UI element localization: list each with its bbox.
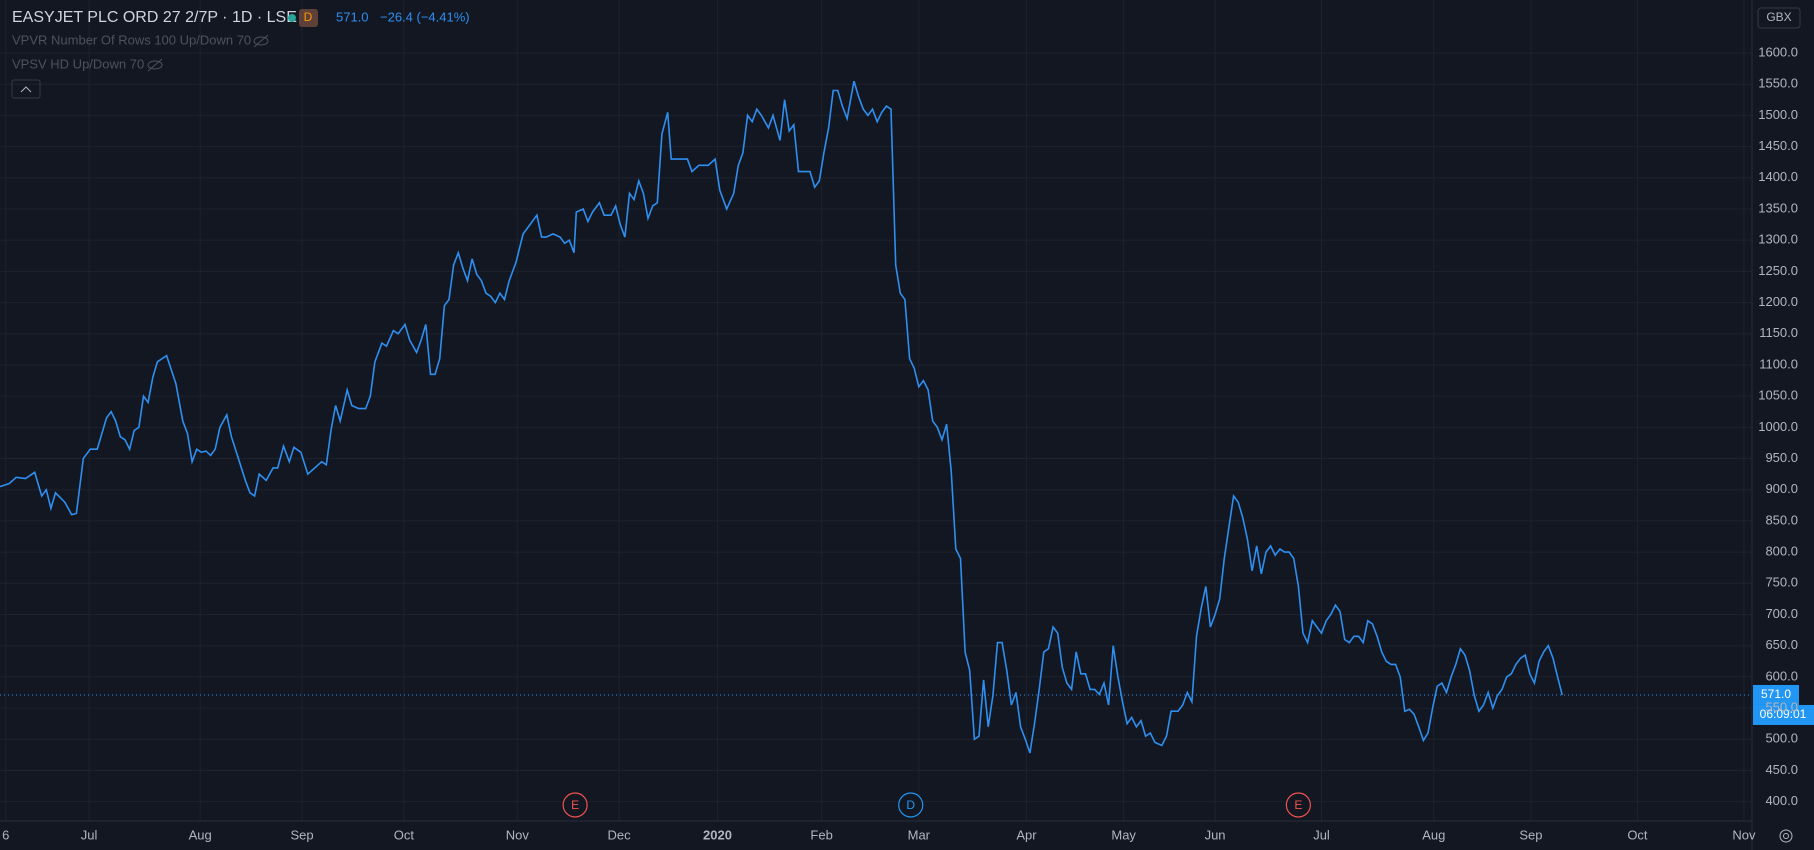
event-marker[interactable] [898,792,924,818]
y-tick-label: 1150.0 [1759,325,1798,340]
price-tags: 571.0 06:09:01 [1753,684,1814,725]
y-tick-label: 550.0 [1765,700,1798,715]
price-change: −26.4 (−4.41%) [380,9,470,24]
countdown-label: 06:09:01 [1760,707,1807,721]
symbol-title: EASYJET PLC ORD 27 2/7P · 1D · LSE [12,9,297,26]
event-label: E [1294,798,1302,812]
y-tick-label: 1250.0 [1758,263,1798,278]
currency-box [1757,7,1801,29]
x-tick-label: Oct [1627,827,1648,842]
countdown-tag [1753,704,1814,725]
y-tick-label: 1350.0 [1758,200,1798,215]
event-label: D [906,798,915,812]
x-tick-label: Jul [81,827,98,842]
x-tick-label: Jul [1313,827,1330,842]
event-label: E [571,798,579,812]
hide-icons[interactable] [147,34,269,72]
y-tick-label: 1550.0 [1758,76,1798,91]
y-tick-label: 1500.0 [1758,107,1798,122]
x-tick-label: Oct [394,827,415,842]
currency[interactable]: GBX [1766,10,1791,24]
x-tick-label: Aug [1422,827,1445,842]
y-tick-label: 1050.0 [1758,388,1798,403]
y-tick-label: 850.0 [1765,512,1798,527]
y-tick-label: 900.0 [1765,481,1798,496]
y-tick-label: 1200.0 [1758,294,1798,309]
x-tick-label: Feb [810,827,832,842]
collapse-button[interactable] [11,79,41,99]
y-tick-label: 1000.0 [1758,419,1798,434]
last-price: 571.0 [336,9,369,24]
y-tick-label: 500.0 [1765,731,1798,746]
x-tick-label: Dec [608,827,632,842]
x-tick-label: 2020 [703,827,732,842]
x-tick-label: Sep [290,827,313,842]
collapse-icon [20,86,32,93]
y-tick-label: 1400.0 [1758,169,1798,184]
indicator-label: VPVR Number Of Rows 100 Up/Down 70 [12,32,251,47]
x-tick-label: Jun [1205,827,1226,842]
x-tick-label: Nov [506,827,530,842]
x-tick-label: Aug [189,827,212,842]
x-tick-label: Sep [1519,827,1542,842]
y-tick-label: 700.0 [1765,606,1798,621]
status-dot [288,14,296,22]
y-tick-label: 400.0 [1765,793,1798,808]
grid [0,0,1752,821]
event-marker[interactable] [562,792,588,818]
price-line [0,80,1563,754]
x-tick-label: Nov [1732,827,1756,842]
y-tick-label: 1300.0 [1758,232,1798,247]
x-tick-label: May [1111,827,1136,842]
indicator-label: VPSV HD Up/Down 70 [12,56,144,71]
y-tick-label: 950.0 [1765,450,1798,465]
x-tick-label: Apr [1016,827,1037,842]
event-marker[interactable] [1285,792,1311,818]
x-tick-label: Mar [908,827,931,842]
y-tick-label: 650.0 [1765,637,1798,652]
y-tick-label: 1100.0 [1759,356,1798,371]
y-tick-label: 750.0 [1765,575,1798,590]
y-tick-label: 450.0 [1765,762,1798,777]
last-price-tag-label: 571.0 [1761,687,1791,701]
settings-icon[interactable] [1779,829,1793,843]
y-tick-label: 1450.0 [1758,138,1798,153]
y-tick-label: 800.0 [1765,544,1798,559]
badge-bg [299,9,318,27]
badge: D [304,10,313,24]
x-tick-label: 6 [2,827,9,842]
y-tick-label: 1600.0 [1758,44,1798,59]
last-price-tag [1753,684,1799,705]
y-tick-label: 600.0 [1765,668,1798,683]
